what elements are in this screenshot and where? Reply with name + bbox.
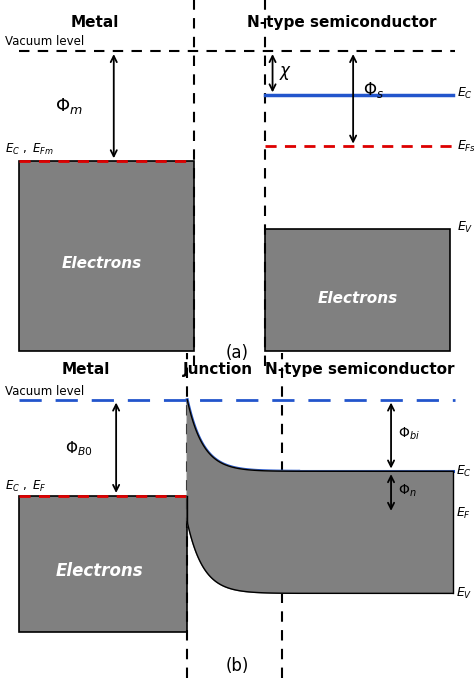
Text: $\Phi_{bi}$: $\Phi_{bi}$ <box>398 426 420 442</box>
Text: Electrons: Electrons <box>334 620 415 635</box>
Text: $\Phi_s$: $\Phi_s$ <box>363 80 383 100</box>
Text: (b): (b) <box>225 657 249 675</box>
Bar <box>265 229 450 351</box>
Text: (a): (a) <box>226 344 248 363</box>
Bar <box>19 161 194 351</box>
Text: $\Phi_n$: $\Phi_n$ <box>398 483 417 499</box>
Text: $E_C\ ,\ E_F$: $E_C\ ,\ E_F$ <box>5 479 46 494</box>
Text: $E_{Fs}$: $E_{Fs}$ <box>457 139 474 154</box>
Text: $\Phi_m$: $\Phi_m$ <box>55 96 83 116</box>
Text: $E_C\ ,\ E_{Fm}$: $E_C\ ,\ E_{Fm}$ <box>5 142 54 157</box>
Text: Vacuum level: Vacuum level <box>5 385 84 398</box>
Text: $\Phi_{B0}$: $\Phi_{B0}$ <box>65 439 92 458</box>
Text: $E_F$: $E_F$ <box>456 506 471 521</box>
Text: N-type semiconductor: N-type semiconductor <box>265 362 455 378</box>
Text: $E_C$: $E_C$ <box>457 86 474 101</box>
Text: Junction: Junction <box>183 362 253 378</box>
Bar <box>19 496 187 633</box>
Text: Vacuum level: Vacuum level <box>5 35 84 47</box>
Text: $E_V$: $E_V$ <box>457 220 474 235</box>
Polygon shape <box>187 400 453 593</box>
Text: Metal: Metal <box>71 15 119 30</box>
Text: $E_C$: $E_C$ <box>456 464 472 479</box>
Text: Metal: Metal <box>61 362 109 378</box>
Text: Electrons: Electrons <box>56 561 143 580</box>
Text: Electrons: Electrons <box>318 291 398 306</box>
Text: $E_V$: $E_V$ <box>456 586 473 601</box>
Text: Electrons: Electrons <box>62 256 142 271</box>
Text: $\chi$: $\chi$ <box>279 64 292 82</box>
Text: N-type semiconductor: N-type semiconductor <box>246 15 436 30</box>
